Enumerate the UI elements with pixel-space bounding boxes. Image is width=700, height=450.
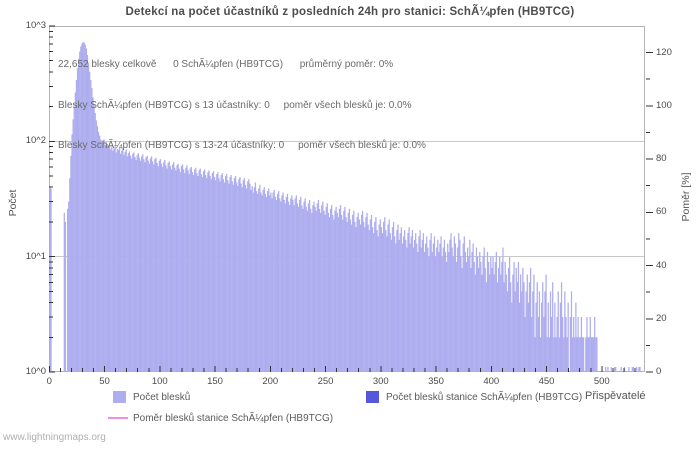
x-tick-label: 300 xyxy=(372,376,389,387)
x-tick-label: 500 xyxy=(593,376,610,387)
legend-label-count: Počet blesků xyxy=(133,392,191,403)
legend-swatch-count xyxy=(113,391,126,403)
chart-title: Detekcí na počet účastníků z posledních … xyxy=(125,6,575,18)
y-right-tick-label: 40 xyxy=(656,259,667,271)
x-tick-label: 350 xyxy=(428,376,444,387)
legend-label-ratio: Poměr blesků stanice SchÃ¼pfen (HB9TCG) xyxy=(133,413,334,424)
x-tick-label: 150 xyxy=(207,376,223,387)
x-tick-label: 250 xyxy=(317,376,334,387)
y-right-tick-label: 60 xyxy=(656,206,667,218)
y-left-tick-label: 10^0 xyxy=(25,366,46,377)
stats-annotations: 22,652 blesky celkově 0 SchÃ¼pfen (HB9TC… xyxy=(58,31,426,180)
legend-line-swatch-ratio xyxy=(108,417,128,419)
y-right-tick-label: 120 xyxy=(656,46,672,58)
x-tick-label: 400 xyxy=(483,376,500,387)
y-right-tick-label: 80 xyxy=(656,153,667,165)
x-tick-label: 0 xyxy=(46,376,52,387)
y-left-tick-label: 10^1 xyxy=(25,250,46,262)
stats-line-total: 22,652 blesky celkově 0 SchÃ¼pfen (HB9TC… xyxy=(58,59,394,70)
x-tick-label: 50 xyxy=(99,376,110,387)
stats-line-13: Blesky SchÃ¼pfen (HB9TCG) s 13 účastníky… xyxy=(58,99,412,111)
y-axis-label-left: Počet xyxy=(7,189,19,217)
legend-swatch-station-count xyxy=(366,391,379,403)
y-left-tick-label: 10^2 xyxy=(25,135,46,147)
x-tick-label: 100 xyxy=(151,376,168,387)
y-right-tick-label: 0 xyxy=(656,366,662,377)
y-left-tick-label: 10^3 xyxy=(25,20,46,31)
watermark-link[interactable]: www.lightningmaps.org xyxy=(3,432,106,443)
x-tick-label: 200 xyxy=(262,376,279,387)
y-right-tick-label: 100 xyxy=(656,99,672,111)
x-tick-label: 450 xyxy=(538,376,555,387)
y-right-tick-label: 20 xyxy=(656,312,667,324)
x-axis-label: Přispěvatelé xyxy=(585,390,646,402)
stats-line-13-24: Blesky SchÃ¼pfen (HB9TCG) s 13-24 účastn… xyxy=(58,140,426,151)
legend-label-station-count: Počet blesků stanice SchÃ¼pfen (HB9TCG) xyxy=(386,392,583,403)
